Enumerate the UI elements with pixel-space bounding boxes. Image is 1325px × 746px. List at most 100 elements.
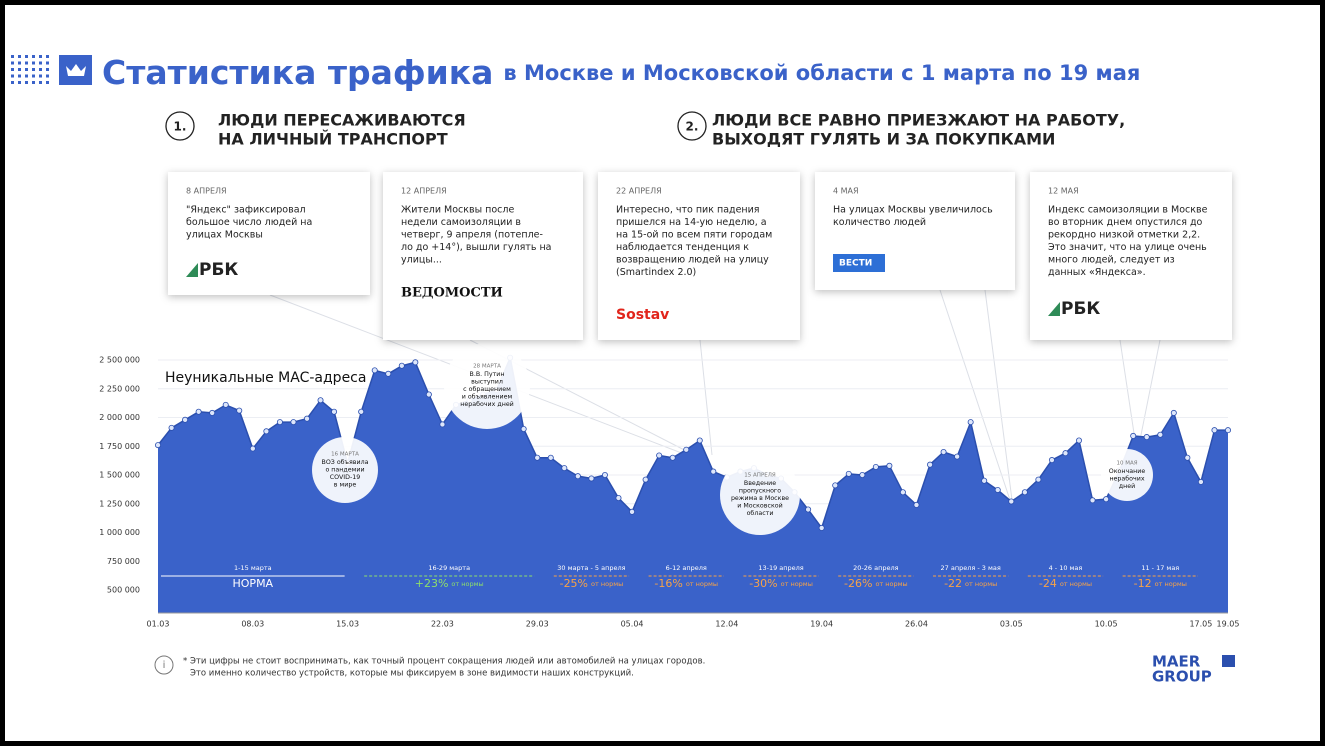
y-tick-label: 2 500 000 — [99, 356, 140, 365]
period-note: от нормы — [1155, 580, 1187, 588]
y-tick-label: 2 000 000 — [99, 413, 140, 422]
icon-dot — [11, 61, 14, 65]
x-tick-label: 05.04 — [621, 620, 644, 629]
period-note: от нормы — [781, 580, 813, 588]
period-value-number: -24 — [1039, 577, 1057, 590]
x-tick-label: 19.05 — [1217, 620, 1240, 629]
card-text: Жители Москвы после — [401, 205, 514, 216]
source-logo: ВЕСТИ — [839, 259, 872, 269]
x-tick-label: 29.03 — [526, 620, 549, 629]
card-text: (Smartindex 2.0) — [616, 267, 696, 278]
card-date: 8 АПРЕЛЯ — [186, 187, 227, 196]
point — [182, 416, 189, 423]
annotation-text: и объявлением — [462, 393, 513, 401]
annotation-date: 15 АПРЕЛЯ — [744, 473, 776, 479]
point — [615, 494, 622, 501]
annotation-circle — [312, 437, 378, 503]
period-note: от нормы — [451, 580, 483, 588]
annotation-text: о пандемии — [325, 467, 364, 474]
period-value: -26% от нормы — [844, 577, 908, 590]
point — [1225, 427, 1232, 434]
x-tick-label: 19.04 — [810, 620, 833, 629]
point — [1062, 450, 1069, 457]
point — [967, 419, 974, 426]
card-text: Интересно, что пик падения — [616, 205, 760, 216]
icon-dot — [18, 61, 21, 65]
card — [1030, 172, 1232, 340]
period-note: от нормы — [591, 580, 623, 588]
icon-dot — [32, 68, 35, 71]
annotation-text: COVID-19 — [330, 474, 361, 481]
point — [1197, 478, 1204, 485]
point — [805, 506, 812, 513]
icon-dot — [25, 68, 28, 71]
point — [994, 486, 1001, 493]
period-value-number: -30% — [749, 577, 777, 590]
point — [1089, 497, 1096, 504]
point — [398, 362, 405, 369]
point — [1008, 498, 1015, 505]
x-tick-label: 26.04 — [905, 620, 928, 629]
footnote: * Эти цифры не стоит воспринимать, как т… — [183, 657, 705, 667]
period-label: 4 - 10 мая — [1049, 564, 1083, 572]
icon-dot — [11, 55, 14, 58]
annotation-text: режима в Москве — [731, 495, 789, 502]
icon-dot — [32, 74, 35, 78]
point — [439, 421, 446, 428]
card-text: данных «Яндекса». — [1048, 267, 1146, 278]
card-text: на 15-ой по всем пяти городам — [616, 230, 772, 241]
icon-dot — [46, 61, 49, 65]
period-value: -12 от нормы — [1134, 577, 1187, 590]
y-tick-label: 1 250 000 — [99, 499, 140, 508]
icon-dot — [25, 81, 28, 84]
point — [1184, 454, 1191, 461]
point — [927, 461, 934, 468]
point — [385, 370, 392, 377]
y-tick-label: 1 750 000 — [99, 442, 140, 451]
card-text: "Яндекс" зафиксировал — [186, 205, 306, 216]
card-text: улицы... — [401, 255, 442, 266]
card-text: возвращению людей на улицу — [616, 255, 769, 266]
period-label: 11 - 17 мая — [1141, 564, 1179, 572]
section-badge — [165, 111, 195, 141]
source-logo: РБК — [1061, 299, 1100, 319]
source-logo: ВЕДОМОСТИ — [401, 286, 503, 301]
point — [1211, 427, 1218, 434]
card-text: большое число людей на — [186, 217, 312, 228]
icon-dot — [39, 55, 42, 58]
point — [290, 419, 297, 426]
period-label: 1-15 марта — [234, 564, 272, 572]
info-glyph: i — [163, 660, 166, 671]
card-text: пришелся на 14-ую неделю, а — [616, 217, 767, 228]
icon-dot — [11, 74, 14, 78]
card-text: много людей, следует из — [1048, 255, 1175, 266]
icon-dot — [39, 74, 42, 78]
point — [1048, 457, 1055, 464]
point — [358, 408, 365, 415]
icon-dot — [18, 55, 21, 58]
line — [157, 355, 1228, 530]
period-note: от нормы — [875, 580, 907, 588]
section-heading: ЛЮДИ ПЕРЕСАЖИВАЮТСЯ — [218, 111, 466, 130]
card-date: 12 АПРЕЛЯ — [401, 187, 447, 196]
period-note: от нормы — [965, 580, 997, 588]
point — [818, 524, 825, 531]
annotation-date: 28 МАРТА — [473, 364, 501, 370]
point — [859, 471, 866, 478]
card-date: 4 МАЯ — [833, 187, 859, 196]
annotation-text: и Московской — [737, 502, 782, 510]
card — [168, 172, 370, 295]
point — [845, 470, 852, 477]
card-text: количество людей — [833, 217, 926, 228]
point — [899, 489, 906, 496]
card-text: недели самоизоляции в — [401, 217, 521, 228]
section-heading: НА ЛИЧНЫЙ ТРАНСПОРТ — [218, 130, 448, 149]
card-text: На улицах Москвы увеличилось — [833, 205, 993, 216]
info-icon — [154, 655, 174, 675]
icon-dot — [46, 74, 49, 78]
y-tick-label: 500 000 — [107, 586, 140, 595]
point — [276, 419, 283, 426]
source-logo: Sostav — [616, 307, 669, 323]
